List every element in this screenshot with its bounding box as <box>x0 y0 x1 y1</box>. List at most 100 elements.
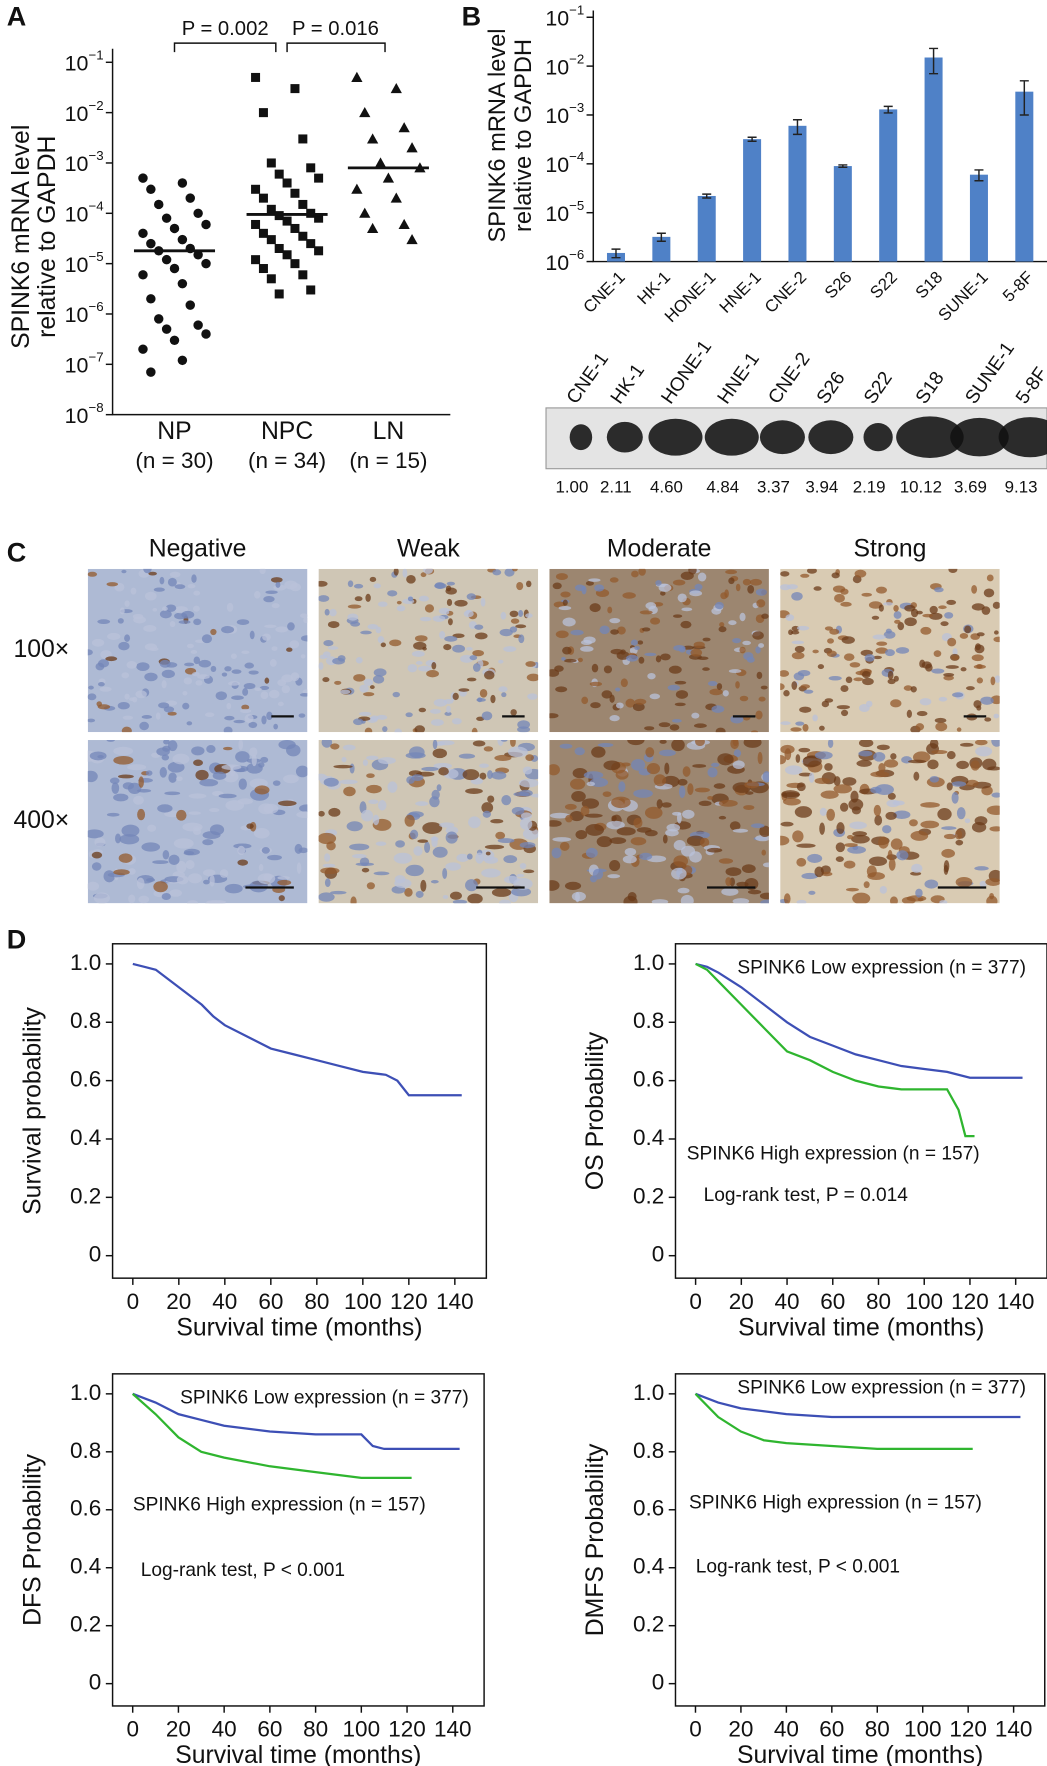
data-point <box>406 233 418 245</box>
cell <box>261 846 270 854</box>
cell <box>887 678 896 685</box>
cell <box>352 853 367 859</box>
cell <box>871 615 880 620</box>
data-point <box>359 207 371 218</box>
cell <box>516 581 524 591</box>
x-tick-label: 20 <box>166 1289 191 1314</box>
error-bar <box>792 118 802 136</box>
cell <box>986 895 998 904</box>
cell <box>91 638 105 647</box>
cell <box>355 862 375 867</box>
data-point <box>251 72 261 82</box>
x-tick-label: 140 <box>434 1717 472 1742</box>
data-point <box>266 158 276 168</box>
data-point <box>146 367 156 377</box>
cell <box>749 578 763 586</box>
x-tick-label: 20 <box>729 1289 754 1314</box>
cell <box>794 645 805 653</box>
cell <box>327 621 340 629</box>
cell <box>169 889 182 897</box>
cell <box>799 706 812 713</box>
cell <box>687 783 694 795</box>
cell <box>946 750 956 760</box>
cell <box>883 630 896 639</box>
cell <box>943 864 949 875</box>
cell <box>762 771 769 783</box>
cell <box>109 777 120 784</box>
cell <box>223 771 239 783</box>
y-tick-label: 0.6 <box>70 1067 101 1092</box>
cell <box>463 610 474 618</box>
x-axis-label: Survival time (months) <box>175 1742 421 1766</box>
tick-base: 10 <box>65 102 89 126</box>
cell <box>254 591 261 599</box>
cell <box>970 760 980 771</box>
cell <box>119 834 140 845</box>
cell <box>522 827 539 840</box>
cell <box>798 772 813 777</box>
micrograph <box>318 568 539 733</box>
cell <box>986 574 994 582</box>
cell <box>722 690 729 697</box>
data-point <box>398 218 410 229</box>
cell <box>937 808 952 821</box>
cell <box>925 663 933 672</box>
cell <box>472 740 486 747</box>
cell <box>323 639 334 647</box>
cell <box>378 757 396 765</box>
cell <box>610 629 619 635</box>
cell <box>934 717 947 724</box>
cell <box>393 568 399 576</box>
cell <box>167 711 177 716</box>
x-tick-label: 80 <box>866 1289 891 1314</box>
band-intensity: 3.37 <box>757 477 790 496</box>
data-point <box>185 193 195 203</box>
cell <box>919 698 932 706</box>
x-axis-label: Survival time (months) <box>737 1742 983 1766</box>
cell <box>676 812 682 824</box>
panel-label: B <box>462 2 482 32</box>
cell <box>481 711 493 721</box>
cell <box>259 685 270 690</box>
series-label: SPINK6 High expression (n = 157) <box>687 1143 980 1164</box>
cell <box>193 759 203 766</box>
cell <box>186 900 199 904</box>
cell <box>743 740 762 748</box>
cell <box>694 787 710 793</box>
cell <box>347 580 354 588</box>
cell <box>376 714 388 720</box>
series-label: SPINK6 High expression (n = 157) <box>689 1492 982 1513</box>
bar <box>1015 91 1034 262</box>
cell <box>445 831 458 844</box>
cell <box>585 847 598 858</box>
cell <box>833 784 852 794</box>
cell <box>586 781 595 787</box>
cell <box>430 879 439 884</box>
error-bar <box>883 105 893 114</box>
cell <box>873 655 882 660</box>
cell <box>991 740 1000 747</box>
data-point <box>258 228 268 238</box>
cell <box>721 887 739 896</box>
cell <box>920 626 932 635</box>
cell <box>851 834 870 844</box>
data-point <box>258 264 268 274</box>
cell <box>238 740 244 751</box>
cell <box>365 593 371 602</box>
cell <box>121 672 130 679</box>
cell <box>840 588 849 595</box>
bar <box>969 174 988 262</box>
cell <box>128 868 136 875</box>
cell <box>935 722 948 732</box>
cell <box>491 771 507 780</box>
error-bar <box>974 169 984 182</box>
cell <box>673 855 689 867</box>
cell <box>204 712 215 718</box>
cell <box>971 654 984 662</box>
cell <box>808 772 815 783</box>
cell <box>658 583 672 592</box>
cell <box>373 668 387 677</box>
cell <box>197 674 210 680</box>
cell <box>174 584 186 590</box>
cell <box>589 681 603 687</box>
